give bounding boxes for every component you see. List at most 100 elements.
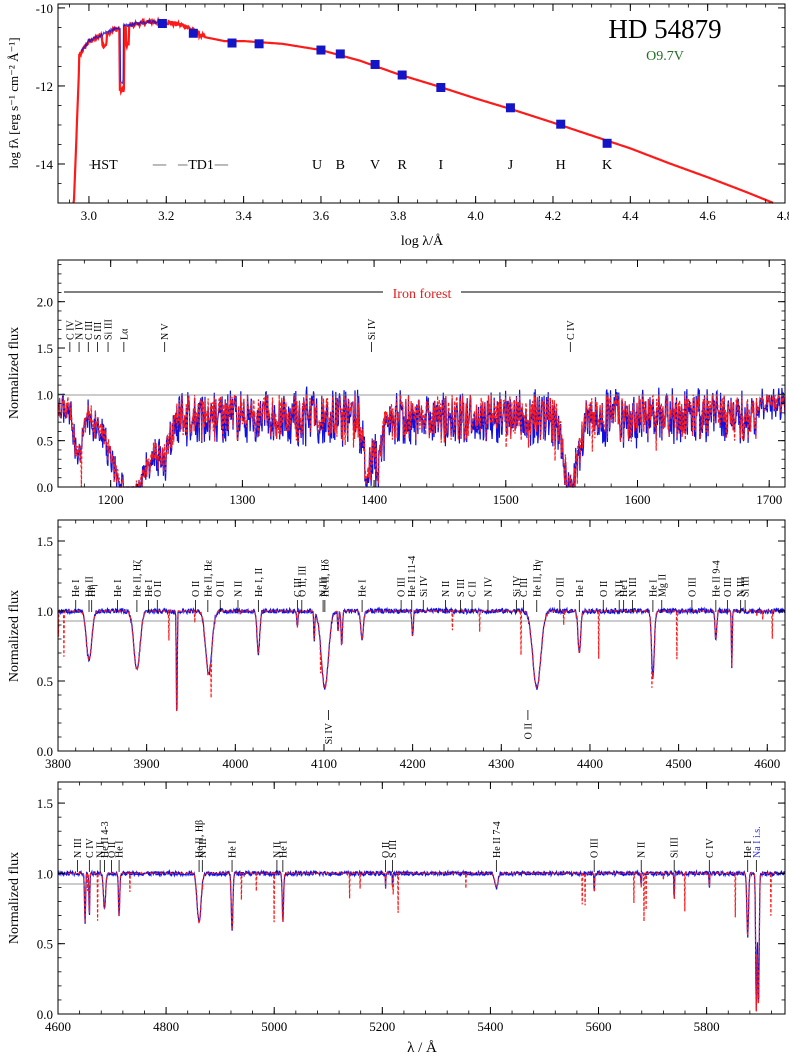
- sed-xtick-label: 4.8: [777, 208, 789, 223]
- blue-line-label: He I: [113, 580, 124, 598]
- blue-line-label: He I: [358, 580, 369, 598]
- uv-line-label: C IV: [65, 320, 76, 341]
- red-line-label: He I: [743, 841, 754, 859]
- uv-ytick-label: 1.0: [37, 387, 53, 402]
- sed-photometry-point: [505, 103, 515, 113]
- uv-frame: [57, 259, 786, 488]
- blue-line-label: Si III: [741, 576, 752, 597]
- sed-photometry-point: [370, 59, 380, 69]
- red-xtick-label: 5000: [261, 1019, 287, 1034]
- sed-xlabel: log λ/Å: [401, 233, 444, 249]
- sed-band-label: I: [438, 158, 443, 173]
- sed-band-label: R: [397, 158, 407, 173]
- sed-xtick-label: 4.4: [622, 208, 639, 223]
- blue-line-label: He I, II: [254, 568, 265, 597]
- red-line-label: O II: [107, 842, 118, 858]
- red-frame: [57, 781, 786, 1015]
- blue-line-label: C III: [519, 578, 530, 597]
- sed-photometry-point: [157, 19, 167, 29]
- uv-line-label: C III: [84, 321, 95, 340]
- sed-photometry-layer: [157, 19, 612, 148]
- uv-line-label: Si IV: [367, 318, 378, 340]
- blue-line-label: He II, Hδ: [320, 559, 331, 597]
- red-line-label: He I: [228, 841, 239, 859]
- blue-xtick-label: 4200: [400, 756, 426, 771]
- sed-photometry-point: [316, 45, 326, 55]
- sed-band-label: K: [602, 158, 612, 173]
- blue-line-label: O II, III: [297, 566, 308, 597]
- blue-line-label: He I: [619, 580, 630, 598]
- uv-ytick-label: 2.0: [37, 295, 53, 310]
- sed-title: HD 54879: [608, 14, 721, 44]
- red-xtick-label: 5200: [369, 1019, 395, 1034]
- blue-xtick-label: 4600: [754, 756, 780, 771]
- sed-model-curve: [72, 16, 774, 204]
- blue-xtick-label: 4500: [666, 756, 692, 771]
- blue-ytick-label: 1.5: [37, 534, 53, 549]
- uv-line-label: Lα: [119, 328, 130, 340]
- red-xtick-label: 5600: [586, 1019, 612, 1034]
- sed-xtick-label: 4.0: [468, 208, 484, 223]
- blue-xtick-label: 4400: [577, 756, 603, 771]
- red-ticks: 4600 4800 5000 5200 5400 5600 5800 0.0 0.5 1.0 1.5: [37, 782, 785, 1034]
- blue-line-label: He I: [648, 580, 659, 598]
- uv-panel: 1200 1300 1400 1500 1600 17000.00.51.01.52.0 …: [7, 259, 786, 507]
- uv-spectrum-layer: [57, 386, 786, 489]
- uv-xtick-label: 1300: [229, 492, 255, 507]
- uv-line-label: C IV: [566, 320, 577, 341]
- uv-xtick-label: 1400: [361, 492, 387, 507]
- red-line-label: N II: [272, 842, 283, 858]
- uv-line-label: Si III: [104, 319, 115, 340]
- sed-frame: [57, 3, 786, 204]
- red-xtick-label: 5800: [694, 1019, 720, 1034]
- sed-band-label: U: [312, 158, 322, 173]
- red-line-label: O III: [590, 838, 601, 858]
- blue-line-label-below: Si IV: [324, 722, 335, 744]
- blue-line-label: He II 11-4: [407, 556, 418, 597]
- sed-band-labels: HST TD1 U B V R I J H K: [88, 158, 612, 173]
- red-observed-spectrum: [57, 868, 786, 1011]
- sed-ytick-label: -10: [36, 1, 53, 16]
- sed-xtick-label: 3.4: [235, 208, 252, 223]
- blue-xtick-label: 3900: [134, 756, 160, 771]
- sed-model-layer: [72, 16, 774, 204]
- sed-band-label: B: [336, 158, 345, 173]
- sed-ticks: 3.0 3.2 3.4 3.6 3.8 4.0 4.2 4.4 4.6 4.8 -10 -12 -14: [36, 1, 789, 223]
- sed-photometry-point: [556, 119, 566, 129]
- uv-xtick-label: 1200: [98, 492, 124, 507]
- blue-ytick-label: 0.0: [37, 744, 53, 759]
- blue-line-label: Mg II: [657, 574, 668, 597]
- sed-band-label: H: [556, 158, 566, 173]
- iron-forest-label: Iron forest: [393, 287, 452, 302]
- red-line-label: N II: [96, 842, 107, 858]
- sed-photometry-point: [227, 38, 237, 48]
- blue-line-label: C II: [468, 581, 479, 597]
- blue-line-label: O III: [397, 577, 408, 597]
- blue-line-label: O III: [723, 577, 734, 597]
- sed-photometry-point: [436, 83, 446, 93]
- uv-ticks: 1200 1300 1400 1500 1600 1700 0.0 0.5 1.0 1.5 2.0: [37, 260, 785, 507]
- blue-xtick-label: 4000: [222, 756, 248, 771]
- red-line-label: C IV: [705, 838, 716, 859]
- blue-line-label: He II, Hζ: [132, 560, 143, 597]
- blue-line-label: C III: [293, 578, 304, 597]
- sed-band-label: V: [370, 158, 380, 173]
- blue-line-label: Si IV: [512, 575, 523, 597]
- sed-photometry-point: [602, 138, 612, 148]
- red-ylabel: Normalized flux: [7, 852, 22, 944]
- red-xtick-label: 4600: [45, 1019, 71, 1034]
- blue-line-label: He I: [575, 580, 586, 598]
- blue-line-label: N IV: [483, 576, 494, 597]
- blue-line-label: N II: [233, 581, 244, 597]
- sed-photometry-point: [254, 39, 264, 49]
- blue-frame: [57, 519, 786, 752]
- blue-panel: 3800 3900 4000 4100 4200 4300 4400 4500 4600 0.0 0…: [7, 519, 786, 771]
- red-line-label: He II 4-3: [100, 821, 111, 858]
- sed-xtick-label: 4.2: [545, 208, 561, 223]
- uv-line-label: S III: [93, 322, 104, 340]
- blue-line-label: O II: [153, 581, 164, 597]
- sed-xtick-label: 3.6: [313, 208, 330, 223]
